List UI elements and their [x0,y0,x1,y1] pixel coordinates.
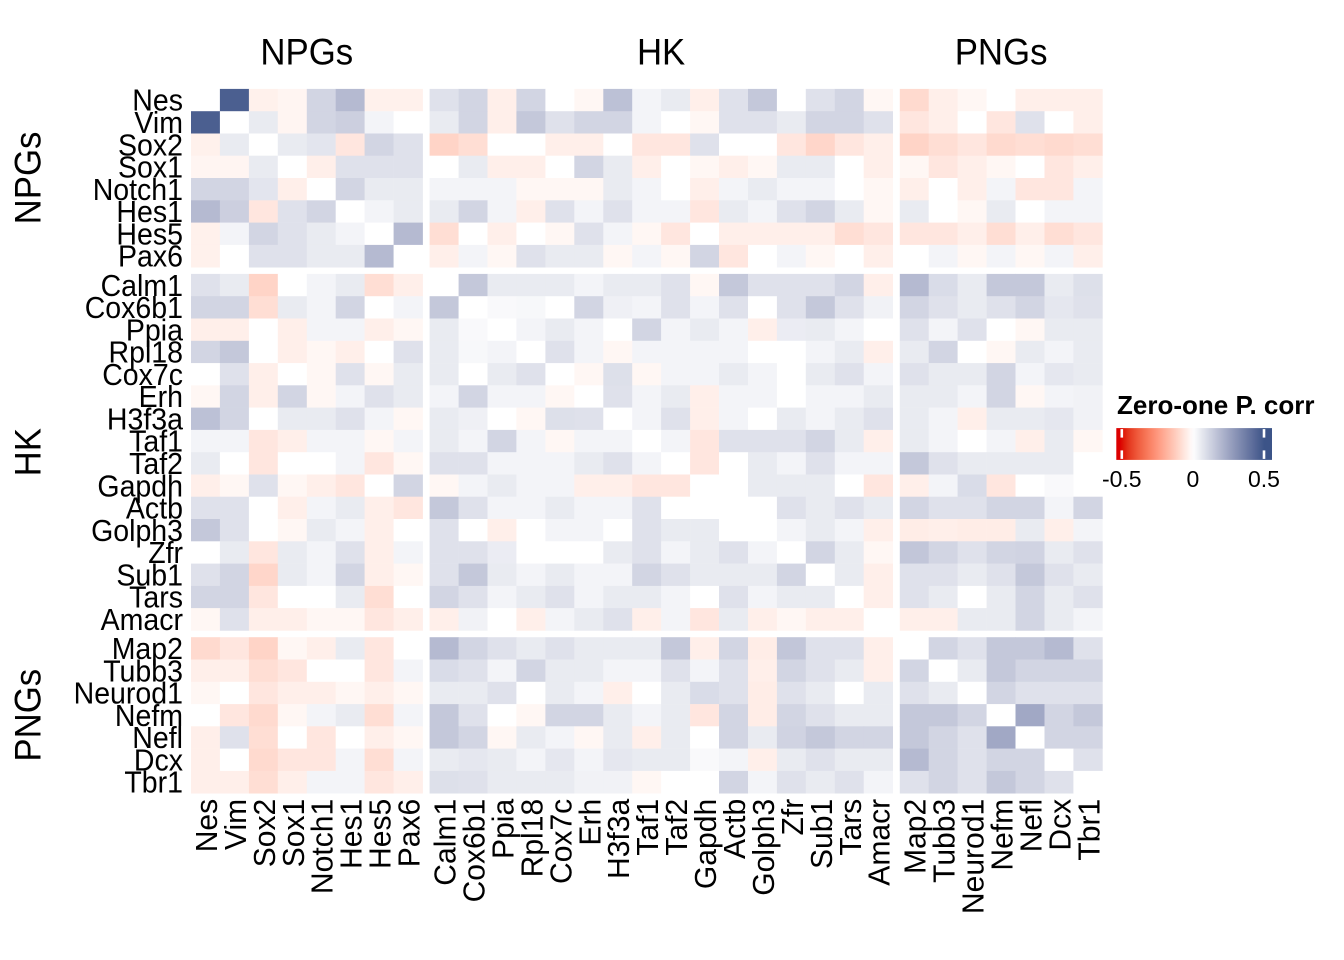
svg-text:Nefl: Nefl [132,720,183,755]
svg-text:Map2: Map2 [898,799,933,874]
svg-text:Calm1: Calm1 [428,799,463,886]
svg-text:Ppia: Ppia [486,798,521,859]
svg-text:Actb: Actb [126,491,183,526]
svg-text:Sox1: Sox1 [276,799,311,868]
svg-text:Golph3: Golph3 [91,513,183,548]
svg-text:Notch1: Notch1 [305,799,340,894]
svg-text:Taf1: Taf1 [129,424,183,459]
svg-text:Amacr: Amacr [862,799,897,886]
svg-text:H3f3a: H3f3a [601,798,636,879]
svg-text:Sub1: Sub1 [804,799,839,869]
svg-text:Map2: Map2 [112,631,183,666]
svg-text:Taf1: Taf1 [630,799,665,856]
svg-text:Taf2: Taf2 [659,799,694,856]
svg-text:Nes: Nes [132,83,183,118]
svg-text:Sox2: Sox2 [247,799,282,868]
svg-text:Golph3: Golph3 [746,799,781,896]
svg-text:Tbr1: Tbr1 [124,765,183,800]
svg-text:Cox6b1: Cox6b1 [457,799,492,903]
svg-text:Tubb3: Tubb3 [103,653,183,688]
svg-text:Dcx: Dcx [134,743,184,778]
svg-text:Taf2: Taf2 [129,446,183,481]
svg-text:Hes5: Hes5 [363,799,398,869]
svg-text:Cox7c: Cox7c [543,799,578,884]
svg-text:Tars: Tars [833,799,868,856]
svg-text:Notch1: Notch1 [93,172,183,207]
svg-text:Vim: Vim [218,799,253,850]
svg-text:Tubb3: Tubb3 [927,799,962,883]
svg-text:Sox2: Sox2 [118,127,183,162]
svg-text:HK: HK [637,32,686,73]
svg-text:Gapdh: Gapdh [97,468,183,503]
svg-text:H3f3a: H3f3a [107,402,184,437]
svg-text:Sub1: Sub1 [116,557,183,592]
svg-text:Zfr: Zfr [775,799,810,836]
svg-text:Erh: Erh [572,799,607,846]
svg-text:Tbr1: Tbr1 [1071,799,1106,861]
svg-text:Nefm: Nefm [115,698,183,733]
svg-text:Rpl18: Rpl18 [109,335,184,370]
svg-text:Gapdh: Gapdh [688,799,723,889]
svg-text:Pax6: Pax6 [118,239,183,274]
svg-text:Nefl: Nefl [1014,799,1049,853]
svg-text:Neurod1: Neurod1 [956,799,991,914]
svg-text:Ppia: Ppia [126,312,184,347]
svg-text:Hes5: Hes5 [116,216,183,251]
svg-text:0: 0 [1187,466,1200,492]
svg-text:Actb: Actb [717,799,752,859]
svg-text:Tars: Tars [129,580,183,615]
svg-text:Neurod1: Neurod1 [74,676,183,711]
svg-text:Sox1: Sox1 [118,150,183,185]
svg-text:Amacr: Amacr [101,602,183,637]
svg-text:Dcx: Dcx [1042,798,1077,850]
svg-text:Nes: Nes [189,799,224,853]
svg-text:PNGs: PNGs [8,669,49,762]
svg-text:0.5: 0.5 [1248,466,1280,492]
svg-text:Erh: Erh [139,379,183,414]
svg-text:Zfr: Zfr [148,535,183,570]
svg-text:Vim: Vim [134,105,183,140]
svg-text:Calm1: Calm1 [101,268,183,303]
svg-text:Nefm: Nefm [985,799,1020,871]
svg-text:Pax6: Pax6 [392,799,427,868]
svg-text:Cox7c: Cox7c [102,357,183,392]
svg-text:Hes1: Hes1 [334,799,369,869]
svg-text:Hes1: Hes1 [116,194,183,229]
svg-text:HK: HK [8,428,49,477]
svg-text:Zero-one P. corr: Zero-one P. corr [1117,390,1314,420]
svg-text:NPGs: NPGs [8,132,49,225]
svg-text:PNGs: PNGs [955,32,1048,73]
svg-text:Rpl18: Rpl18 [514,799,549,878]
svg-text:NPGs: NPGs [260,32,353,73]
svg-text:Cox6b1: Cox6b1 [85,290,183,325]
svg-text:-0.5: -0.5 [1102,466,1142,492]
